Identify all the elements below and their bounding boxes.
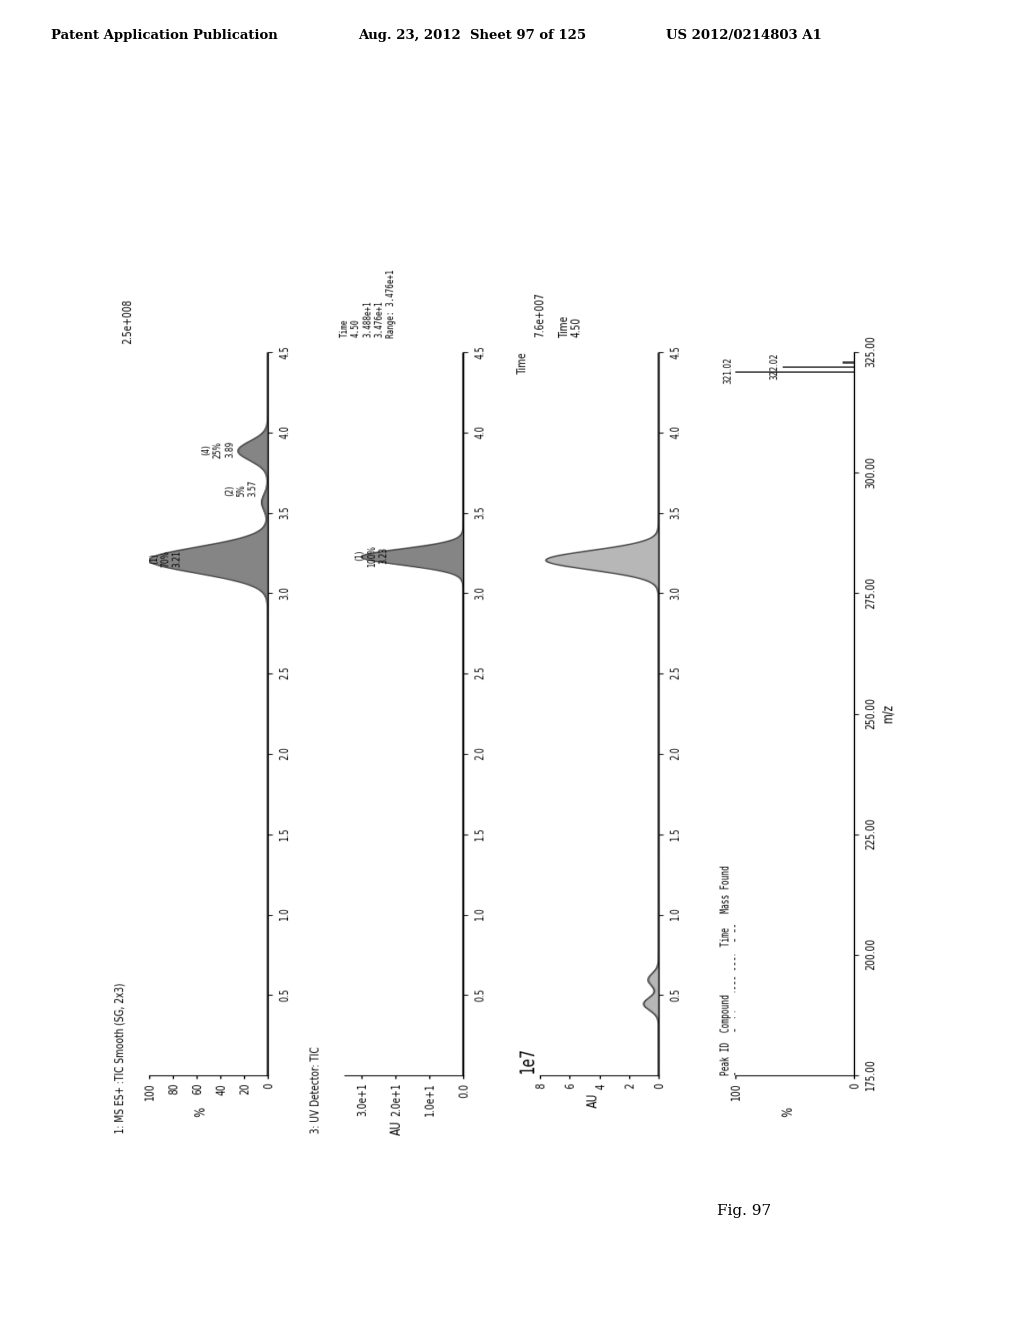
Text: Fig. 97: Fig. 97 — [717, 1204, 771, 1218]
Text: US 2012/0214803 A1: US 2012/0214803 A1 — [666, 29, 821, 42]
Text: Aug. 23, 2012  Sheet 97 of 125: Aug. 23, 2012 Sheet 97 of 125 — [358, 29, 587, 42]
Text: Patent Application Publication: Patent Application Publication — [51, 29, 278, 42]
